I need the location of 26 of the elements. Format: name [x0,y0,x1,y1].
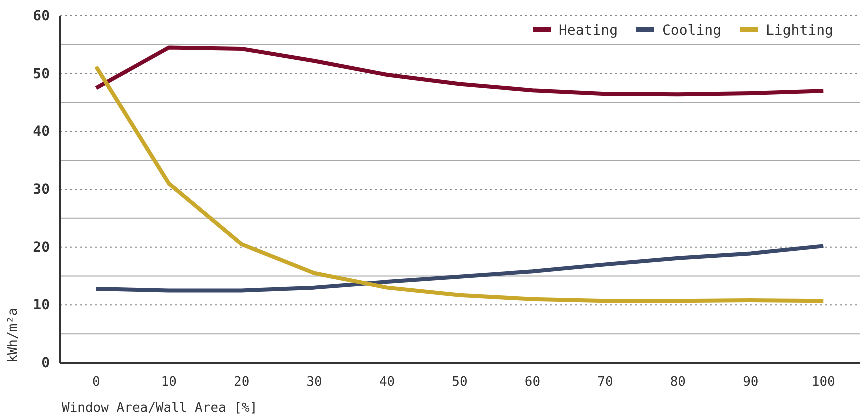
x-tick-label: 20 [234,375,250,390]
x-tick-label: 30 [306,375,322,390]
x-tick-label: 70 [598,375,614,390]
x-tick-label: 90 [743,375,759,390]
x-tick-label: 60 [524,375,541,390]
line-series [94,64,826,304]
x-tick-label: 100 [812,375,836,390]
legend-label: Heating [559,23,618,39]
y-tick-label: 40 [33,124,50,140]
y-tick-label: 20 [33,240,50,256]
y-axis-title: kWh/m²a [6,308,21,363]
x-axis-title: Window Area/Wall Area [%] [62,401,258,416]
x-tick-label: 40 [379,375,396,390]
y-tick-label: 60 [33,8,50,24]
legend-label: Cooling [662,23,722,39]
line-series [94,46,826,97]
x-tick-label: 50 [452,375,468,390]
x-tick-label: 80 [670,375,686,390]
legend-label: Lighting [766,23,834,39]
y-tick-label: 10 [33,298,50,314]
y-tick-label: 0 [42,355,50,372]
y-tick-label: 30 [33,182,50,198]
x-tick-label: 10 [161,375,177,390]
y-tick-label: 50 [33,66,50,82]
line-series [94,244,826,293]
x-tick-label: 0 [92,375,100,390]
